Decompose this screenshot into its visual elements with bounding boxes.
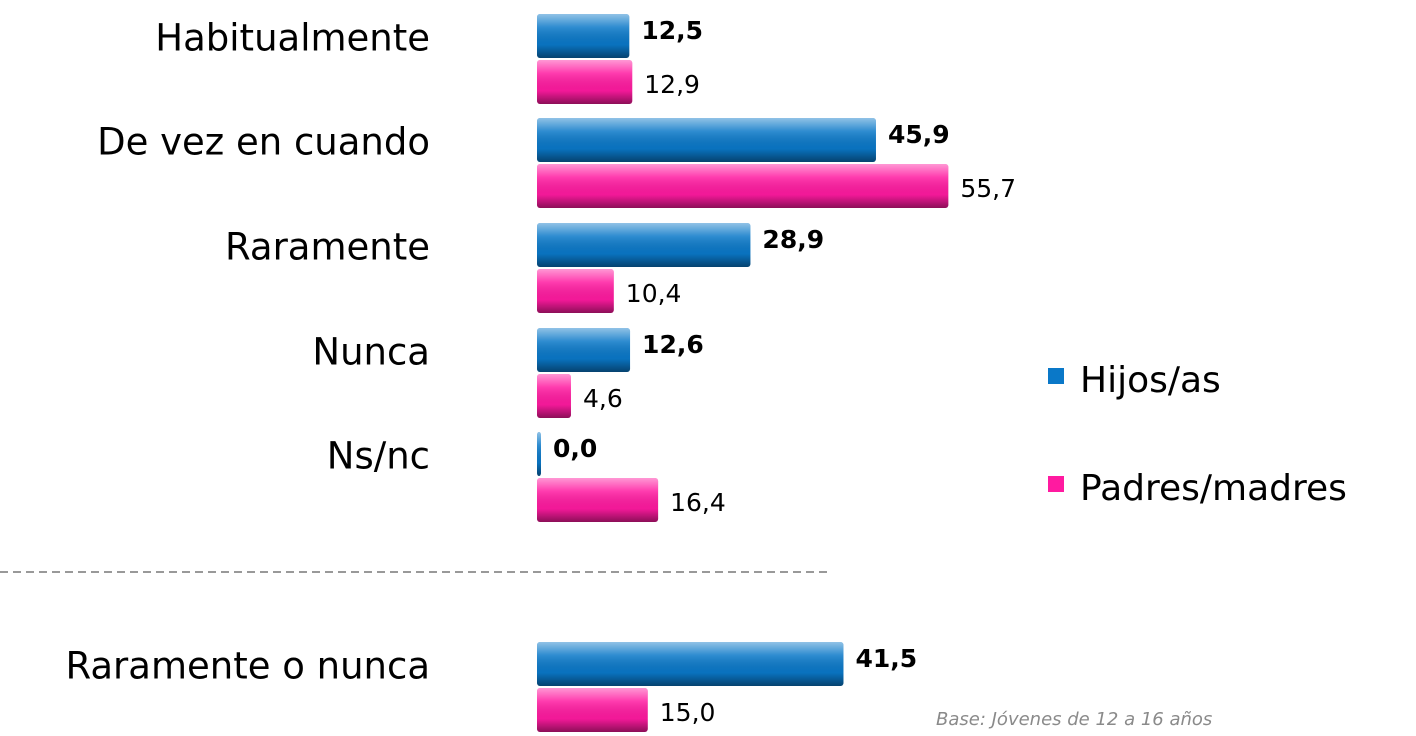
category-label: Habitualmente [155,17,430,60]
value-label: 12,5 [641,16,703,45]
value-label: 45,9 [888,120,950,149]
legend-swatch [1048,368,1064,384]
bar-shade [537,223,751,267]
value-label: 0,0 [553,434,597,463]
bar-shade [537,14,630,58]
bar-shade [537,642,844,686]
bar-shade [537,688,648,732]
bar-shade [537,164,949,208]
category-label: Ns/nc [327,435,430,478]
value-label: 10,4 [626,279,682,308]
bar-shade [537,118,876,162]
category-label: Raramente o nunca [65,645,430,688]
value-label: 41,5 [855,644,917,673]
legend-label: Padres/madres [1080,468,1347,509]
bar-shade [537,328,631,372]
bar-shade [537,269,614,313]
legend-swatch [1048,476,1064,492]
value-label: 12,6 [642,330,704,359]
bar-shade [537,374,571,418]
bar-shade [537,478,659,522]
value-label: 55,7 [960,174,1016,203]
legend-label: Hijos/as [1080,360,1221,401]
value-label: 12,9 [644,70,700,99]
value-label: 4,6 [583,384,623,413]
bar-shade [537,60,633,104]
value-label: 16,4 [670,488,726,517]
bar-shade [537,432,541,476]
category-label: Raramente [225,226,430,269]
category-label: Nunca [312,331,430,374]
value-label: 28,9 [762,225,824,254]
category-label: De vez en cuando [97,121,430,164]
annotation: Base: Jóvenes de 12 a 16 años [936,709,1212,730]
value-label: 15,0 [660,698,716,727]
